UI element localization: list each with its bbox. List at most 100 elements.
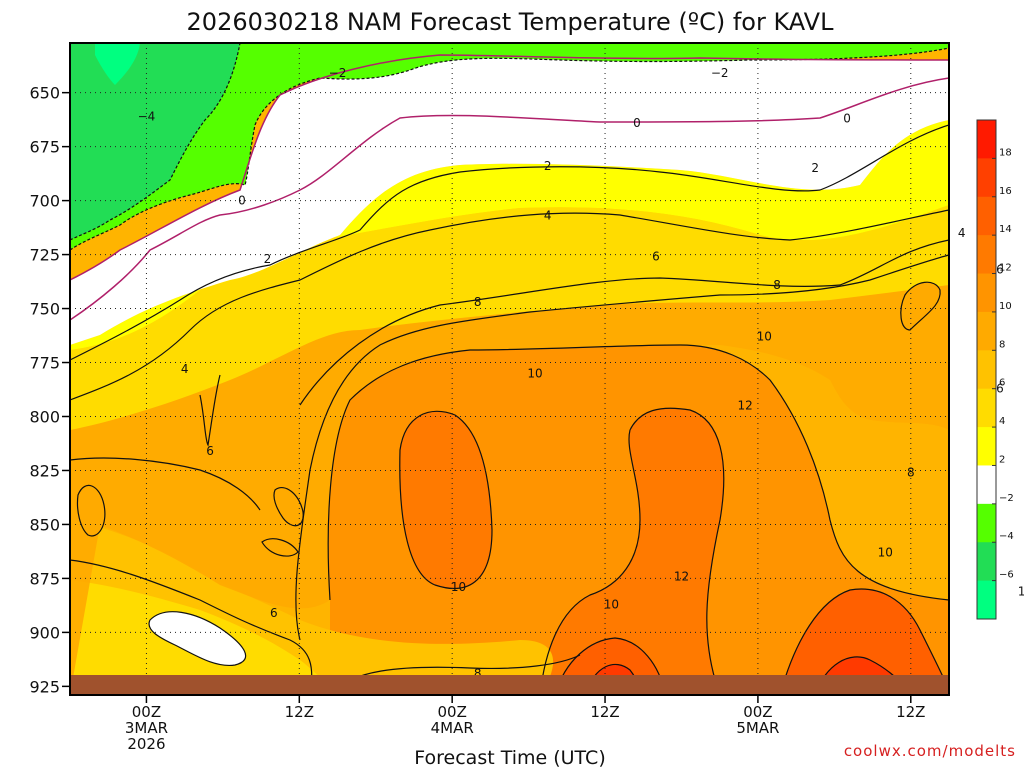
- colorbar-swatch: [977, 273, 996, 313]
- colorbar-swatch: [977, 465, 996, 505]
- colorbar-label: 14: [999, 224, 1012, 235]
- y-tick-label: 725: [29, 246, 60, 265]
- colorbar-swatch: [977, 427, 996, 466]
- contour-label: 8: [474, 295, 482, 309]
- contour-2: [70, 124, 949, 361]
- y-axis: 650 675 700 725 750 775 800 825 850 875 900 925: [29, 84, 70, 696]
- band-14-16-right: [780, 589, 949, 695]
- band-0-2: [70, 55, 949, 345]
- contour-label: 0: [843, 112, 851, 126]
- band-12-14-left: [399, 411, 492, 589]
- y-tick-label: 675: [29, 138, 60, 157]
- contour-8: [295, 254, 949, 641]
- y-tick-label: 650: [29, 84, 60, 103]
- contour-0-lower: [70, 77, 949, 321]
- x-tick-label: 00Z: [743, 703, 772, 721]
- colorbar-label: 10: [999, 301, 1012, 312]
- contour-label: 8: [474, 666, 482, 680]
- colorbar-swatch: [977, 235, 996, 275]
- contour-label: 6: [996, 381, 1004, 395]
- contour-label: 4: [958, 226, 966, 240]
- grid: [70, 43, 949, 695]
- contour-label: 0: [238, 194, 246, 208]
- colorbar-swatch: [977, 542, 996, 582]
- contour-label: 0: [633, 116, 641, 130]
- colorbar-label: 6: [999, 378, 1005, 389]
- y-tick-label: 800: [29, 407, 60, 426]
- band-minus6-minus4: [95, 43, 140, 85]
- contour-minus4: [70, 43, 241, 241]
- chart-title: 2026030218 NAM Forecast Temperature (ºC)…: [187, 8, 835, 36]
- contour-label: 14: [1018, 584, 1024, 598]
- contour-label: 6: [652, 250, 660, 264]
- colorbar-label: 12: [999, 263, 1012, 274]
- contour-12-left: [399, 410, 493, 589]
- contour-6-lower: [70, 559, 313, 695]
- x-tick-label: 00Z: [437, 703, 466, 721]
- band-8-10-top: [70, 285, 949, 695]
- contour-label: 10: [451, 580, 466, 594]
- colorbar-label: 2: [999, 454, 1005, 465]
- x-tick-label: 12Z: [896, 703, 925, 721]
- contour-4: [70, 209, 949, 401]
- x-tick-label: 12Z: [590, 703, 619, 721]
- colorbar-label: 4: [999, 416, 1005, 427]
- y-tick-label: 750: [29, 300, 60, 319]
- contour-label: 2: [544, 159, 552, 173]
- contour-8-pocket-left: [76, 484, 106, 537]
- band-minus4-minus2: [70, 43, 240, 240]
- plot-frame: [69, 42, 950, 696]
- x-tick-label: 2026: [127, 735, 165, 753]
- contour-label: −2: [329, 66, 347, 80]
- contour-label: 2: [811, 161, 819, 175]
- contour-label: 10: [604, 597, 619, 611]
- colorbar-swatch: [977, 580, 996, 620]
- contour-2-lower: [148, 611, 247, 667]
- band-4-6: [70, 205, 949, 430]
- contour-4-left-loop: [199, 374, 221, 447]
- colorbar-label: −6: [999, 570, 1014, 581]
- contour-label: 6: [996, 263, 1004, 277]
- contour-10: [327, 344, 949, 601]
- x-tick-label: 4MAR: [431, 719, 474, 737]
- ground-surface: [70, 675, 949, 695]
- contour-14-mid: [554, 637, 666, 695]
- contour-label: 10: [878, 546, 893, 560]
- contour-label: 4: [181, 362, 189, 376]
- contour-label: 10: [757, 330, 772, 344]
- contour-12-mid: [629, 407, 725, 695]
- colorbar-swatch: [977, 350, 996, 390]
- colorbar-label: 16: [999, 186, 1012, 197]
- contour-label: 6: [206, 444, 214, 458]
- colorbar-label: −2: [999, 493, 1014, 504]
- y-tick-label: 700: [29, 192, 60, 211]
- colorbar: 18 16 14 12 10 8 6 4 2 −2 −4 −6: [976, 119, 1014, 620]
- contour-labels: −2 −2 −4 0 0 0 2 2 2 4 4 4 6 6 6 6 6 8 8 8 8 10 10 10 10 10 12 12 14: [138, 66, 1024, 680]
- contour-label: 8: [773, 278, 781, 292]
- contour-label: 4: [544, 209, 552, 223]
- colorbar-label: 8: [999, 339, 1005, 350]
- contour-label: 12: [738, 399, 753, 413]
- contour-8-pocket-right: [900, 281, 941, 331]
- pocket-0-2-lower: [149, 611, 246, 666]
- y-tick-label: 900: [29, 623, 60, 642]
- contour-0: [70, 54, 949, 281]
- pocket-8-10-left: [77, 485, 105, 536]
- y-tick-label: 825: [29, 461, 60, 480]
- x-tick-label: 5MAR: [736, 719, 779, 737]
- contour-label: 10: [527, 366, 542, 380]
- temperature-field: [70, 43, 949, 695]
- x-tick-label: 12Z: [285, 703, 314, 721]
- band-12-14-mid: [540, 408, 724, 695]
- pocket-8-10-small: [273, 487, 304, 526]
- band-10-12: [328, 345, 949, 695]
- colorbar-swatch: [977, 120, 996, 159]
- x-tick-label: 3MAR: [125, 719, 168, 737]
- y-tick-label: 925: [29, 677, 60, 696]
- contour-8-pocket-small: [273, 487, 304, 527]
- contour-label: 6: [270, 606, 278, 620]
- contour-label: 2: [264, 252, 272, 266]
- contour-label: 8: [907, 466, 915, 480]
- contour-label: −2: [711, 66, 729, 80]
